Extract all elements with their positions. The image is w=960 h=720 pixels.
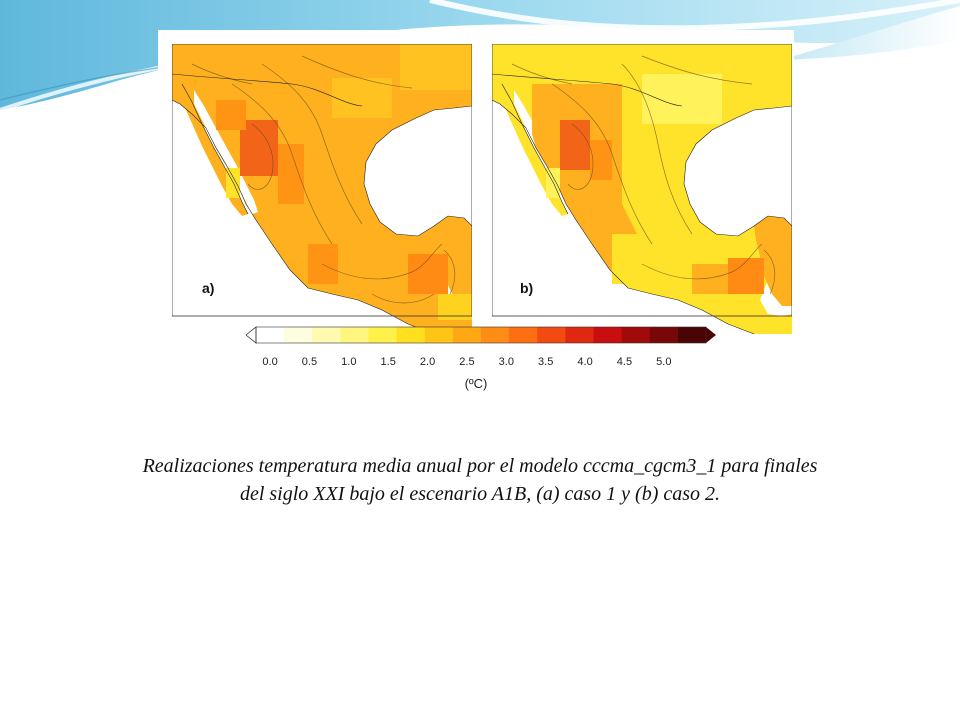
colorbar-swatch [649, 327, 679, 343]
hotspot-sonora [560, 120, 590, 170]
colorbar-tick-labels: 0.0 0.5 1.0 1.5 2.0 2.5 3.0 3.5 4.0 4.5 5.0 [158, 356, 794, 372]
coastlines [172, 73, 472, 334]
colorbar-swatch [621, 327, 651, 343]
map-b-canvas [492, 44, 792, 334]
contour-lines [511, 55, 776, 295]
colorbar [246, 326, 716, 344]
colorbar-tick-label: 3.5 [538, 356, 554, 368]
hotspot-sonora [240, 120, 278, 176]
colorbar-swatch [368, 327, 398, 343]
gulf-of-california [194, 90, 258, 214]
colorbar-swatch [565, 327, 594, 343]
colorbar-swatch [537, 327, 566, 343]
colorbar-swatch [452, 327, 482, 343]
colorbar-swatch [481, 327, 510, 343]
colorbar-swatch [424, 327, 454, 343]
colorbar-arrow-left [246, 326, 257, 344]
colorbar-swatch [340, 327, 369, 343]
map-a-canvas [172, 44, 472, 334]
colorbar-tick-label: 3.0 [498, 356, 514, 368]
land-yucatan [754, 216, 792, 306]
panel-label-b: b) [520, 280, 534, 296]
colorbar-tick-label: 1.0 [341, 356, 357, 368]
caption-line-2: del siglo XXI bajo el escenario A1B, (a)… [239, 483, 721, 505]
colorbar-tick-label: 4.5 [616, 356, 633, 368]
colorbar-arrow-right [706, 327, 716, 343]
colorbar-tick-label: 1.5 [380, 356, 396, 368]
coastlines [492, 73, 792, 334]
colorbar-tick-label: 0.0 [262, 356, 278, 368]
colorbar-swatch [509, 327, 538, 343]
colorbar-swatch [284, 327, 313, 343]
temperature-figure: a) [158, 30, 794, 404]
colorbar-swatch [312, 327, 341, 343]
map-panel-b: b) [492, 44, 792, 334]
colorbar-swatch [256, 327, 285, 343]
contour-lines [191, 55, 456, 304]
land-north-america [172, 44, 472, 334]
caption-line-1: Realizaciones temperatura media anual po… [142, 455, 818, 477]
colorbar-swatch [396, 327, 426, 343]
colorbar-tick-label: 0.5 [301, 356, 318, 368]
colorbar-unit: (ºC) [464, 376, 488, 391]
colorbar-tick-label: 2.0 [419, 356, 436, 368]
colorbar-swatch [677, 327, 707, 343]
panel-label-a: a) [202, 280, 215, 296]
colorbar-tick-label: 5.0 [656, 356, 672, 368]
colorbar-tick-label: 4.0 [577, 356, 593, 368]
land-yucatan [434, 216, 472, 306]
colorbar-tick-label: 2.5 [459, 356, 475, 368]
colorbar-swatch [593, 327, 623, 343]
figure-caption: Realizaciones temperatura media anual po… [10, 452, 950, 508]
map-panel-a: a) [172, 44, 472, 334]
